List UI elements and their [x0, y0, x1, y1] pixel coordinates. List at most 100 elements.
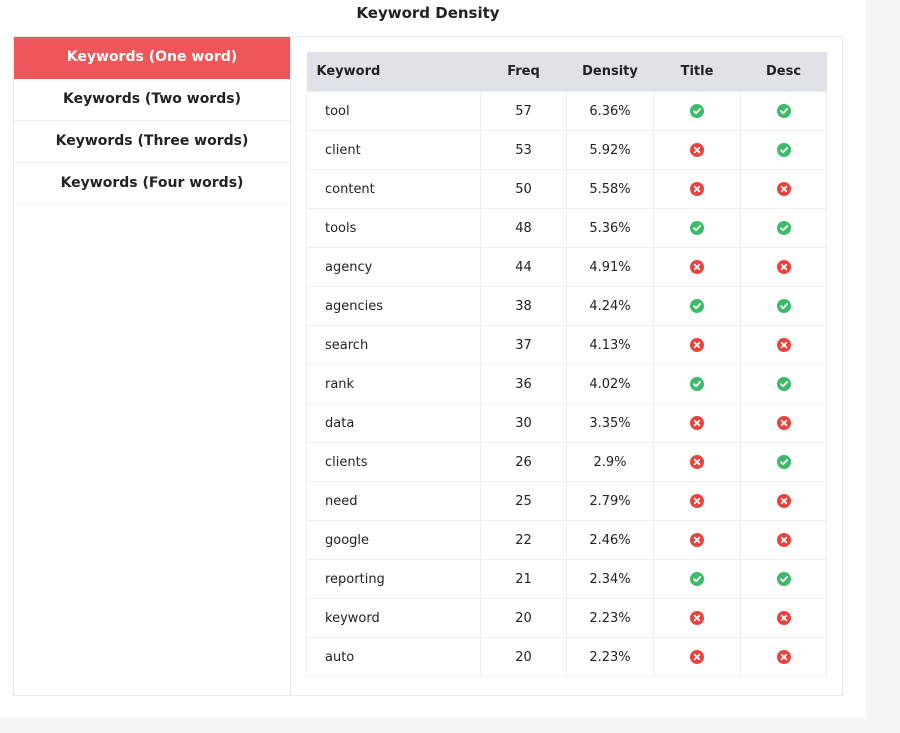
freq-cell: 57 [480, 91, 567, 131]
desc-status-cell [740, 559, 827, 599]
desc-status-cell [740, 325, 827, 365]
density-cell: 4.13% [566, 325, 654, 365]
check-circle-icon [776, 104, 791, 118]
table-row: search 37 4.13% [306, 325, 827, 365]
table-header-row: Keyword Freq Density Title Desc [306, 52, 827, 92]
desc-status-cell [740, 208, 827, 248]
keyword-cell: data [306, 403, 481, 443]
desc-status-cell [740, 442, 827, 482]
check-circle-icon [776, 377, 791, 391]
keyword-table-body: tool 57 6.36% client 53 5.92% content 50 5.58% to… [306, 91, 827, 677]
density-cell: 2.9% [566, 442, 654, 482]
keyword-table: Keyword Freq Density Title Desc tool 57 6.… [306, 52, 827, 677]
x-circle-icon [690, 260, 704, 274]
density-cell: 4.24% [566, 286, 654, 326]
check-circle-icon [690, 104, 704, 118]
check-circle-icon [690, 299, 704, 313]
x-circle-icon [690, 338, 704, 352]
freq-cell: 50 [480, 169, 567, 209]
x-circle-icon [690, 533, 704, 547]
density-cell: 2.23% [566, 598, 654, 638]
desc-status-cell [740, 247, 827, 287]
check-circle-icon [776, 299, 791, 313]
tab-three-words[interactable]: Keywords (Three words) [14, 121, 290, 163]
column-header-density[interactable]: Density [566, 52, 654, 92]
x-circle-icon [776, 494, 791, 508]
page-title: Keyword Density [356, 4, 500, 22]
title-status-cell [653, 91, 741, 131]
desc-status-cell [740, 598, 827, 638]
x-circle-icon [776, 182, 791, 196]
table-row: data 30 3.35% [306, 403, 827, 443]
table-row: clients 26 2.9% [306, 442, 827, 482]
x-circle-icon [776, 650, 791, 664]
density-cell: 5.36% [566, 208, 654, 248]
keyword-cell: content [306, 169, 481, 209]
tab-two-words[interactable]: Keywords (Two words) [14, 79, 290, 121]
freq-cell: 30 [480, 403, 567, 443]
desc-status-cell [740, 481, 827, 521]
table-row: google 22 2.46% [306, 520, 827, 560]
check-circle-icon [776, 455, 791, 469]
freq-cell: 20 [480, 598, 567, 638]
freq-cell: 48 [480, 208, 567, 248]
check-circle-icon [690, 221, 704, 235]
column-header-desc[interactable]: Desc [740, 52, 827, 92]
title-status-cell [653, 598, 741, 638]
x-circle-icon [776, 416, 791, 430]
density-cell: 5.58% [566, 169, 654, 209]
check-circle-icon [776, 143, 791, 157]
desc-status-cell [740, 286, 827, 326]
title-status-cell [653, 403, 741, 443]
x-circle-icon [690, 143, 704, 157]
keyword-cell: clients [306, 442, 481, 482]
keyword-density-panel: Keyword Density Keywords (One word) Keyw… [0, 0, 866, 718]
check-circle-icon [776, 221, 791, 235]
column-header-freq[interactable]: Freq [480, 52, 567, 92]
freq-cell: 20 [480, 637, 567, 677]
table-row: tools 48 5.36% [306, 208, 827, 248]
table-row: tool 57 6.36% [306, 91, 827, 131]
density-cell: 3.35% [566, 403, 654, 443]
freq-cell: 26 [480, 442, 567, 482]
check-circle-icon [690, 572, 704, 586]
desc-status-cell [740, 91, 827, 131]
check-circle-icon [690, 377, 704, 391]
title-status-cell [653, 325, 741, 365]
x-circle-icon [776, 260, 791, 274]
column-header-title[interactable]: Title [653, 52, 741, 92]
desc-status-cell [740, 403, 827, 443]
desc-status-cell [740, 520, 827, 560]
keyword-cell: tools [306, 208, 481, 248]
check-circle-icon [776, 572, 791, 586]
title-status-cell [653, 520, 741, 560]
title-status-cell [653, 208, 741, 248]
x-circle-icon [690, 182, 704, 196]
freq-cell: 44 [480, 247, 567, 287]
density-cell: 4.02% [566, 364, 654, 404]
keyword-cell: reporting [306, 559, 481, 599]
keyword-cell: keyword [306, 598, 481, 638]
density-cell: 4.91% [566, 247, 654, 287]
table-row: client 53 5.92% [306, 130, 827, 170]
title-status-cell [653, 286, 741, 326]
desc-status-cell [740, 637, 827, 677]
title-status-cell [653, 481, 741, 521]
keyword-cell: need [306, 481, 481, 521]
x-circle-icon [690, 455, 704, 469]
table-row: need 25 2.79% [306, 481, 827, 521]
column-header-keyword[interactable]: Keyword [306, 52, 481, 92]
x-circle-icon [690, 611, 704, 625]
x-circle-icon [776, 611, 791, 625]
keyword-density-card: Keywords (One word) Keywords (Two words)… [13, 36, 843, 696]
x-circle-icon [776, 533, 791, 547]
keyword-cell: agencies [306, 286, 481, 326]
density-cell: 2.46% [566, 520, 654, 560]
keyword-cell: search [306, 325, 481, 365]
keyword-cell: agency [306, 247, 481, 287]
title-status-cell [653, 442, 741, 482]
table-row: agency 44 4.91% [306, 247, 827, 287]
table-row: content 50 5.58% [306, 169, 827, 209]
tab-four-words[interactable]: Keywords (Four words) [14, 163, 290, 205]
tab-one-word[interactable]: Keywords (One word) [14, 37, 290, 79]
